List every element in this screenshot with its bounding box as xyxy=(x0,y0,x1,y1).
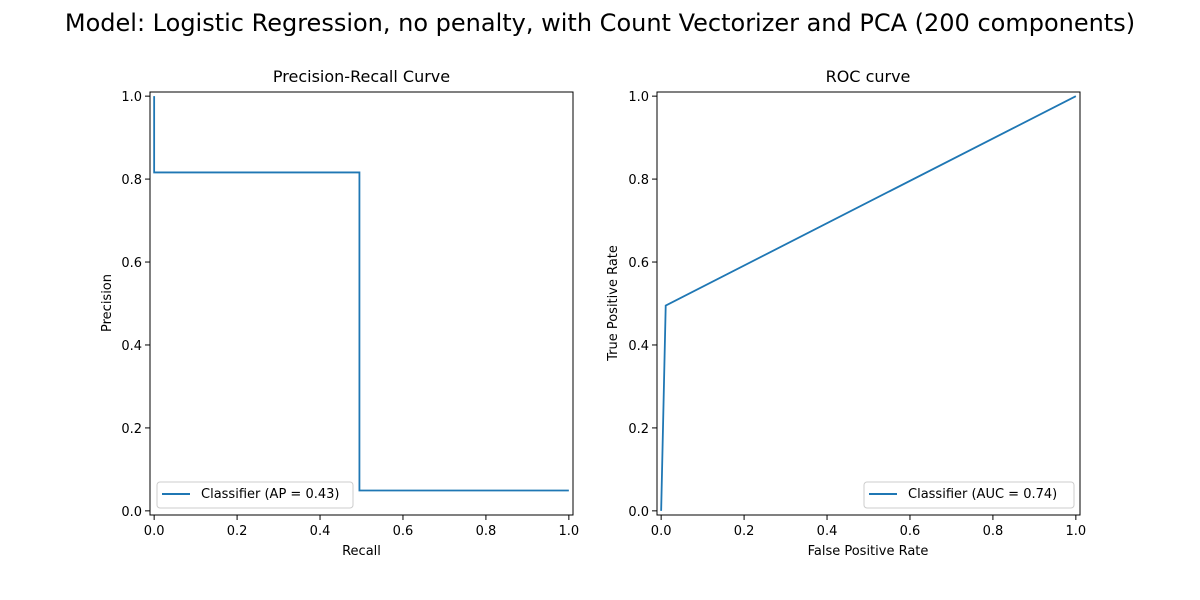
y-tick-label: 0.2 xyxy=(628,422,649,437)
precision-recall-title: Precision-Recall Curve xyxy=(273,67,450,86)
y-tick-label: 0.2 xyxy=(121,422,142,437)
x-tick-label: 0.4 xyxy=(310,524,331,539)
precision-recall-ticks: 0.0 0.2 0.4 0.6 0.8 1.0 0.0 0.2 0.4 0.6 0.8 1.0 xyxy=(121,90,579,539)
x-tick-label: 0.4 xyxy=(817,524,838,539)
x-tick-label: 0.8 xyxy=(476,524,497,539)
y-tick-label: 0.0 xyxy=(628,505,649,520)
legend-box xyxy=(863,481,1075,509)
legend-box xyxy=(156,481,354,509)
y-tick-label: 0.6 xyxy=(121,256,142,271)
roc-series-line xyxy=(660,95,1077,511)
x-tick-label: 0.6 xyxy=(393,524,414,539)
x-tick-label: 0.2 xyxy=(734,524,755,539)
x-tick-label: 0.2 xyxy=(227,524,248,539)
roc-ticks: 0.0 0.2 0.4 0.6 0.8 1.0 0.0 0.2 0.4 0.6 0.8 1.0 xyxy=(628,90,1086,539)
x-tick-label: 0.6 xyxy=(900,524,921,539)
precision-recall-frame xyxy=(149,91,574,516)
figure-suptitle: Model: Logistic Regression, no penalty, … xyxy=(65,9,1135,37)
y-tick-label: 0.8 xyxy=(121,173,142,188)
roc-ylabel: True Positive Rate xyxy=(606,245,621,362)
precision-recall-series-line xyxy=(153,96,569,492)
roc-axes: ROC curve False Positive Rate True Posit… xyxy=(606,67,1086,559)
y-tick-label: 1.0 xyxy=(121,90,142,105)
precision-recall-axes: Precision-Recall Curve Recall Precision … xyxy=(100,67,579,559)
y-tick-label: 0.6 xyxy=(628,256,649,271)
y-tick-label: 0.4 xyxy=(121,339,142,354)
roc-title: ROC curve xyxy=(826,67,911,86)
x-tick-label: 1.0 xyxy=(1066,524,1087,539)
x-tick-label: 0.8 xyxy=(983,524,1004,539)
precision-recall-xlabel: Recall xyxy=(342,544,381,559)
legend-label: Classifier (AP = 0.43) xyxy=(201,487,339,502)
y-tick-label: 1.0 xyxy=(628,90,649,105)
roc-frame xyxy=(656,91,1081,516)
legend-label: Classifier (AUC = 0.74) xyxy=(908,487,1057,502)
roc-lines xyxy=(660,95,1077,511)
x-tick-label: 0.0 xyxy=(144,524,165,539)
y-tick-label: 0.8 xyxy=(628,173,649,188)
y-tick-label: 0.4 xyxy=(628,339,649,354)
roc-xlabel: False Positive Rate xyxy=(808,544,929,559)
y-tick-label: 0.0 xyxy=(121,505,142,520)
x-tick-label: 0.0 xyxy=(651,524,672,539)
x-tick-label: 1.0 xyxy=(559,524,580,539)
precision-recall-lines xyxy=(153,96,569,492)
precision-recall-ylabel: Precision xyxy=(100,274,115,332)
roc-legend: Classifier (AUC = 0.74) xyxy=(863,481,1075,509)
precision-recall-legend: Classifier (AP = 0.43) xyxy=(156,481,354,509)
